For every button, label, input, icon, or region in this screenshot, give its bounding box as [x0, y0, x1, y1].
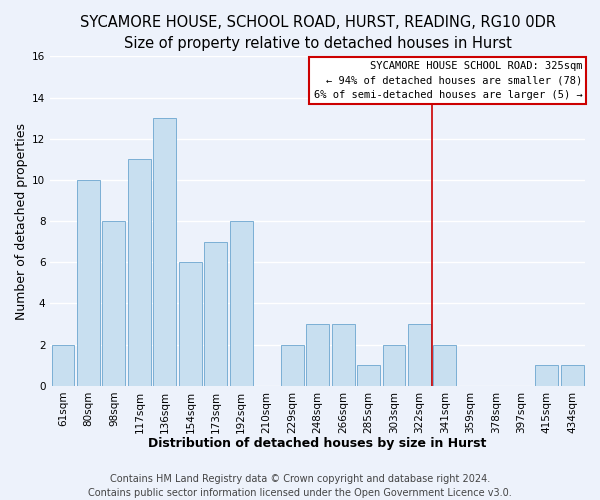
Bar	[281, 344, 304, 386]
Bar	[179, 262, 202, 386]
Bar	[77, 180, 100, 386]
Bar	[306, 324, 329, 386]
Bar	[230, 221, 253, 386]
Bar	[128, 160, 151, 386]
Bar	[332, 324, 355, 386]
Bar	[154, 118, 176, 386]
Bar	[383, 344, 406, 386]
Bar	[205, 242, 227, 386]
Bar	[561, 366, 584, 386]
Bar	[408, 324, 431, 386]
Title: SYCAMORE HOUSE, SCHOOL ROAD, HURST, READING, RG10 0DR
Size of property relative : SYCAMORE HOUSE, SCHOOL ROAD, HURST, READ…	[80, 15, 556, 51]
Bar	[433, 344, 457, 386]
Bar	[535, 366, 558, 386]
Text: Contains HM Land Registry data © Crown copyright and database right 2024.
Contai: Contains HM Land Registry data © Crown c…	[88, 474, 512, 498]
Bar	[52, 344, 74, 386]
Bar	[357, 366, 380, 386]
Text: SYCAMORE HOUSE SCHOOL ROAD: 325sqm
← 94% of detached houses are smaller (78)
6% : SYCAMORE HOUSE SCHOOL ROAD: 325sqm ← 94%…	[314, 62, 583, 100]
Bar	[103, 221, 125, 386]
X-axis label: Distribution of detached houses by size in Hurst: Distribution of detached houses by size …	[148, 437, 487, 450]
Y-axis label: Number of detached properties: Number of detached properties	[15, 122, 28, 320]
